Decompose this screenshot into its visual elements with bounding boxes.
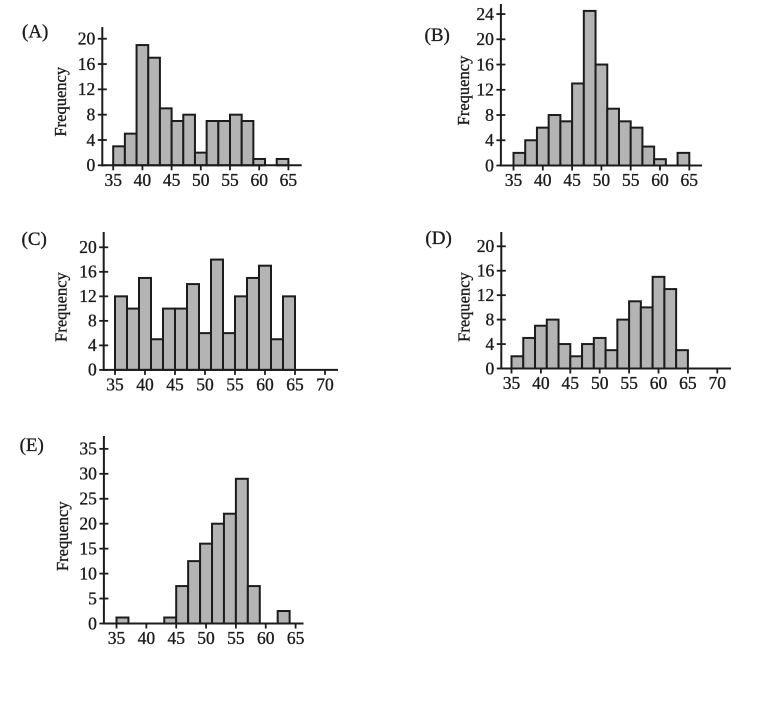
svg-text:55: 55 [227,628,245,648]
svg-text:Frequency: Frequency [454,55,473,125]
svg-text:0: 0 [486,358,495,378]
svg-text:Frequency: Frequency [454,271,473,341]
svg-text:45: 45 [166,374,184,394]
svg-text:12: 12 [476,80,494,100]
svg-text:45: 45 [167,628,185,648]
svg-text:12: 12 [477,285,495,305]
svg-text:0: 0 [88,360,97,380]
svg-text:65: 65 [280,170,298,190]
svg-text:Frequency: Frequency [52,271,71,341]
svg-text:45: 45 [163,170,181,190]
svg-text:10: 10 [79,563,97,583]
svg-text:20: 20 [476,29,494,49]
svg-text:45: 45 [562,373,580,393]
svg-text:(D): (D) [425,228,451,249]
svg-text:40: 40 [534,170,552,190]
svg-text:35: 35 [106,374,124,394]
svg-text:35: 35 [108,628,126,648]
svg-text:4: 4 [486,334,495,354]
svg-text:65: 65 [287,628,305,648]
svg-text:20: 20 [78,29,96,49]
svg-text:55: 55 [226,374,244,394]
svg-text:Frequency: Frequency [51,66,70,136]
svg-text:(C): (C) [22,229,47,250]
svg-text:0: 0 [87,155,96,175]
svg-text:0: 0 [485,155,494,175]
svg-text:60: 60 [250,170,268,190]
svg-text:60: 60 [256,374,274,394]
svg-text:55: 55 [620,373,638,393]
svg-text:(A): (A) [22,22,48,43]
svg-text:70: 70 [709,373,727,393]
svg-text:8: 8 [87,104,96,124]
svg-text:50: 50 [197,628,215,648]
svg-text:50: 50 [591,373,609,393]
svg-text:16: 16 [79,262,97,282]
svg-text:5: 5 [88,588,97,608]
svg-text:15: 15 [79,538,97,558]
svg-text:35: 35 [104,170,122,190]
svg-text:60: 60 [650,373,668,393]
svg-text:8: 8 [486,309,495,329]
svg-text:20: 20 [79,514,97,534]
svg-text:60: 60 [651,170,669,190]
svg-text:65: 65 [679,373,697,393]
svg-text:12: 12 [79,286,97,306]
svg-text:40: 40 [138,628,156,648]
svg-text:16: 16 [476,54,494,74]
svg-text:4: 4 [87,130,96,150]
svg-text:Frequency: Frequency [53,501,72,571]
svg-text:(E): (E) [20,435,44,456]
svg-text:20: 20 [477,236,495,256]
svg-text:70: 70 [316,374,334,394]
svg-text:16: 16 [78,54,96,74]
svg-text:55: 55 [622,170,640,190]
svg-text:50: 50 [196,374,214,394]
svg-text:50: 50 [192,170,210,190]
svg-text:50: 50 [593,170,611,190]
svg-text:4: 4 [88,335,97,355]
svg-text:(B): (B) [425,25,450,46]
svg-text:24: 24 [476,4,494,24]
svg-text:60: 60 [257,628,275,648]
svg-text:16: 16 [477,261,495,281]
svg-text:0: 0 [88,613,97,633]
svg-text:8: 8 [88,311,97,331]
svg-text:55: 55 [221,170,239,190]
svg-text:40: 40 [136,374,154,394]
svg-text:40: 40 [134,170,152,190]
svg-text:35: 35 [505,170,523,190]
svg-text:45: 45 [563,170,581,190]
svg-text:20: 20 [79,237,97,257]
svg-text:65: 65 [681,170,699,190]
svg-text:35: 35 [79,439,97,459]
svg-text:4: 4 [485,130,494,150]
svg-text:25: 25 [79,489,97,509]
svg-text:35: 35 [503,373,521,393]
svg-text:12: 12 [78,79,96,99]
svg-text:40: 40 [532,373,550,393]
svg-text:65: 65 [286,374,304,394]
svg-text:30: 30 [79,464,97,484]
svg-text:8: 8 [485,105,494,125]
